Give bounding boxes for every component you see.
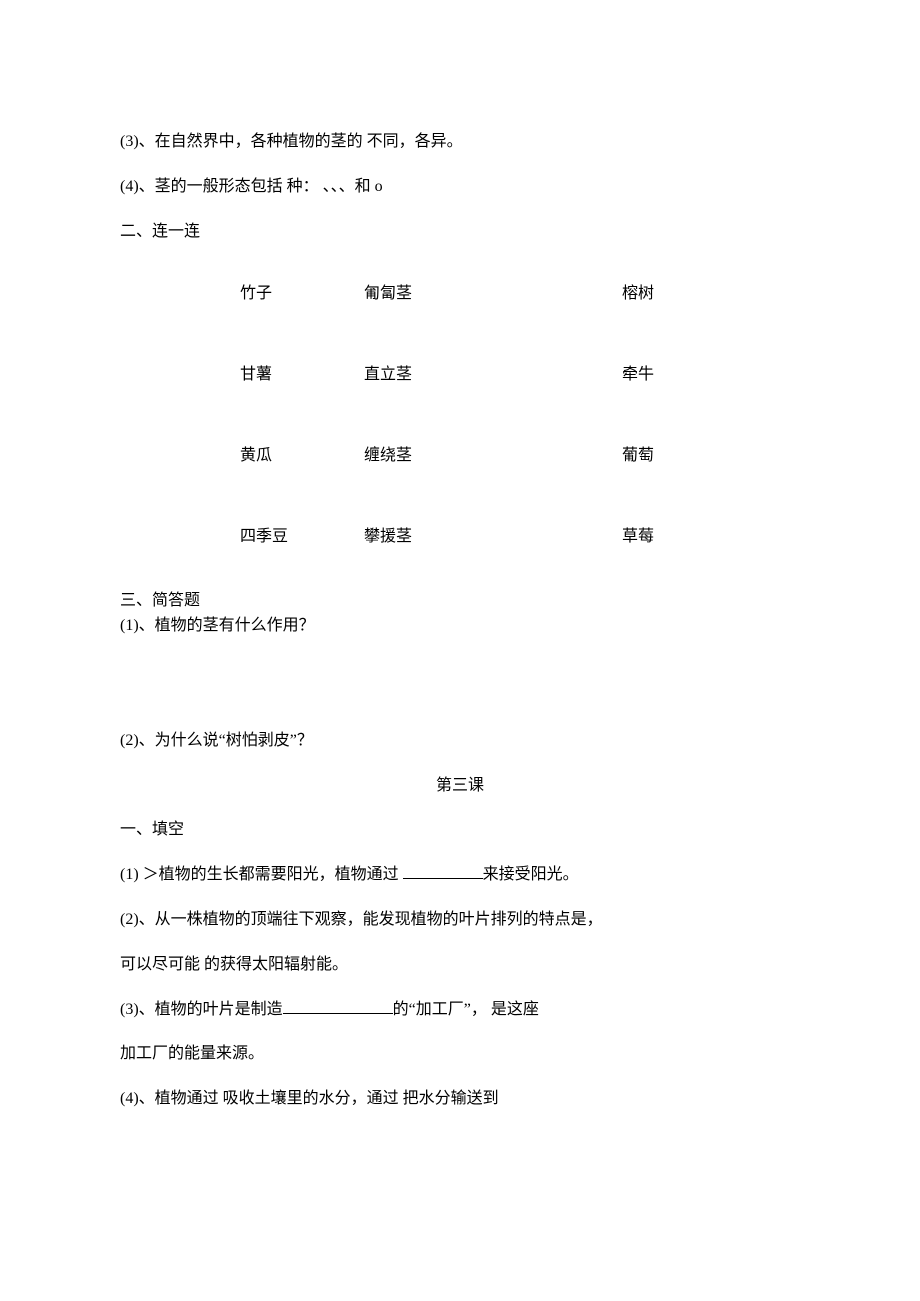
match-cell: 葡萄 [562, 416, 800, 497]
match-cell: 牵牛 [562, 335, 800, 416]
match-cell: 四季豆 [120, 497, 324, 578]
lesson3-q3-line1: (3)、植物的叶片是制造 的“加工厂”， 是这座 [120, 988, 800, 1033]
table-row: 黄瓜 缠绕茎 葡萄 [120, 416, 800, 497]
lesson3-q2-line1: (2)、从一株植物的顶端往下观察，能发现植物的叶片排列的特点是， [120, 898, 800, 943]
table-row: 竹子 匍匐茎 榕树 [120, 254, 800, 335]
lesson-3-title: 第三课 [120, 764, 800, 809]
l3-q1-text-a: (1) ＞植物的生长都需要阳光，植物通过 [120, 866, 403, 883]
section-2-title: 二、连一连 [120, 210, 800, 255]
match-cell: 甘薯 [120, 335, 324, 416]
section-3-q2: (2)、为什么说“树怕剥皮”？ [120, 719, 800, 764]
match-cell: 榕树 [562, 254, 800, 335]
section-3-q1: (1)、植物的茎有什么作用？ [120, 613, 800, 639]
l3-q1-text-b: 来接受阳光。 [483, 866, 579, 883]
table-row: 四季豆 攀援茎 草莓 [120, 497, 800, 578]
match-cell: 匍匐茎 [324, 254, 562, 335]
lesson3-q2-line2: 可以尽可能 的获得太阳辐射能。 [120, 943, 800, 988]
match-cell: 竹子 [120, 254, 324, 335]
blank-line [403, 862, 483, 879]
lesson3-q4: (4)、植物通过 吸收土壤里的水分，通过 把水分输送到 [120, 1077, 800, 1122]
blank-line [283, 997, 393, 1014]
match-cell: 黄瓜 [120, 416, 324, 497]
lesson3-q1: (1) ＞植物的生长都需要阳光，植物通过 来接受阳光。 [120, 853, 800, 898]
question-4: (4)、茎的一般形态包括 种： 、、、和 o [120, 165, 800, 210]
lesson3-q3-line2: 加工厂的能量来源。 [120, 1032, 800, 1077]
match-cell: 攀援茎 [324, 497, 562, 578]
table-row: 甘薯 直立茎 牵牛 [120, 335, 800, 416]
l3-q3-text-a: (3)、植物的叶片是制造 [120, 1001, 283, 1018]
match-cell: 直立茎 [324, 335, 562, 416]
match-cell: 缠绕茎 [324, 416, 562, 497]
question-3: (3)、在自然界中，各种植物的茎的 不同，各异。 [120, 120, 800, 165]
match-cell: 草莓 [562, 497, 800, 578]
l3-q3-text-b: 的“加工厂”， 是这座 [393, 1001, 539, 1018]
section-3-title: 三、简答题 [120, 588, 800, 614]
matching-table: 竹子 匍匐茎 榕树 甘薯 直立茎 牵牛 黄瓜 缠绕茎 葡萄 四季豆 攀援茎 草莓 [120, 254, 800, 577]
lesson3-section-1-title: 一、填空 [120, 808, 800, 853]
